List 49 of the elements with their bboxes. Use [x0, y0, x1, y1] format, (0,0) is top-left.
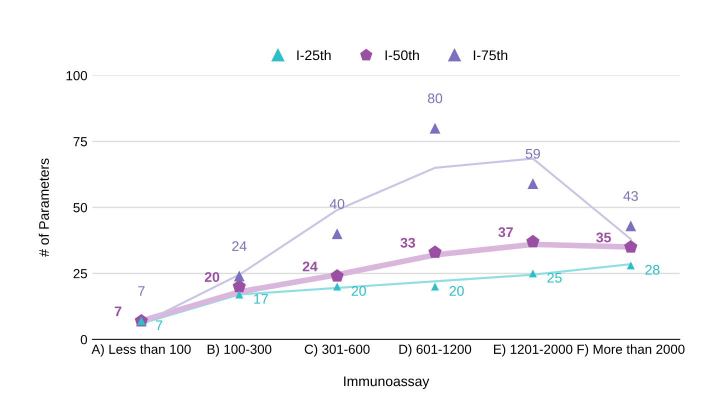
x-tick-label: B) 100-300 [208, 344, 272, 357]
x-tick-label: D) 601-1200 [399, 344, 472, 357]
data-label: 33 [400, 238, 416, 248]
x-axis-title: Immunoassay [344, 376, 430, 389]
data-label: 20 [204, 272, 220, 282]
data-label: 7 [156, 320, 162, 330]
legend-label: I-25th [297, 50, 331, 60]
point [528, 178, 538, 190]
legend-label: I-75th [474, 50, 508, 60]
data-label: 35 [596, 232, 611, 242]
data-label: 20 [352, 286, 366, 296]
data-label: 59 [526, 148, 540, 159]
data-label: 43 [623, 191, 638, 201]
point [431, 282, 439, 291]
data-label: 25 [547, 272, 562, 283]
point [526, 234, 540, 248]
y-tick-label: 25 [74, 268, 88, 278]
data-label: 7 [138, 286, 145, 296]
point [626, 262, 635, 270]
data-label: 24 [302, 262, 318, 272]
point [625, 220, 636, 232]
y-tick-label: 50 [73, 202, 88, 212]
point [624, 240, 638, 253]
data-label: 17 [254, 294, 268, 304]
point [235, 290, 244, 298]
point [430, 122, 440, 134]
data-label: 28 [645, 264, 660, 275]
point [332, 228, 343, 240]
data-label: 24 [232, 241, 247, 251]
y-tick-label: 0 [80, 334, 88, 344]
point [333, 282, 342, 291]
point [428, 245, 442, 258]
y-axis-title: # of Parameters [38, 158, 49, 257]
data-label: 37 [498, 227, 513, 238]
data-label: 20 [450, 286, 464, 296]
x-tick-label: F) More than 2000 [578, 344, 685, 357]
x-tick-label: A) Less than 100 [92, 344, 191, 357]
point [234, 270, 245, 282]
x-tick-label: E) 1201-2000 [494, 344, 572, 357]
data-label: 40 [330, 199, 344, 209]
data-label: 7 [114, 306, 122, 316]
point [232, 280, 246, 292]
legend-label: I-50th [386, 50, 419, 60]
y-tick-label: 100 [66, 70, 88, 80]
point [330, 269, 344, 282]
y-tick-label: 75 [74, 137, 88, 146]
data-label: 80 [428, 93, 442, 104]
x-tick-label: C) 301-600 [304, 344, 370, 357]
point [528, 269, 537, 278]
